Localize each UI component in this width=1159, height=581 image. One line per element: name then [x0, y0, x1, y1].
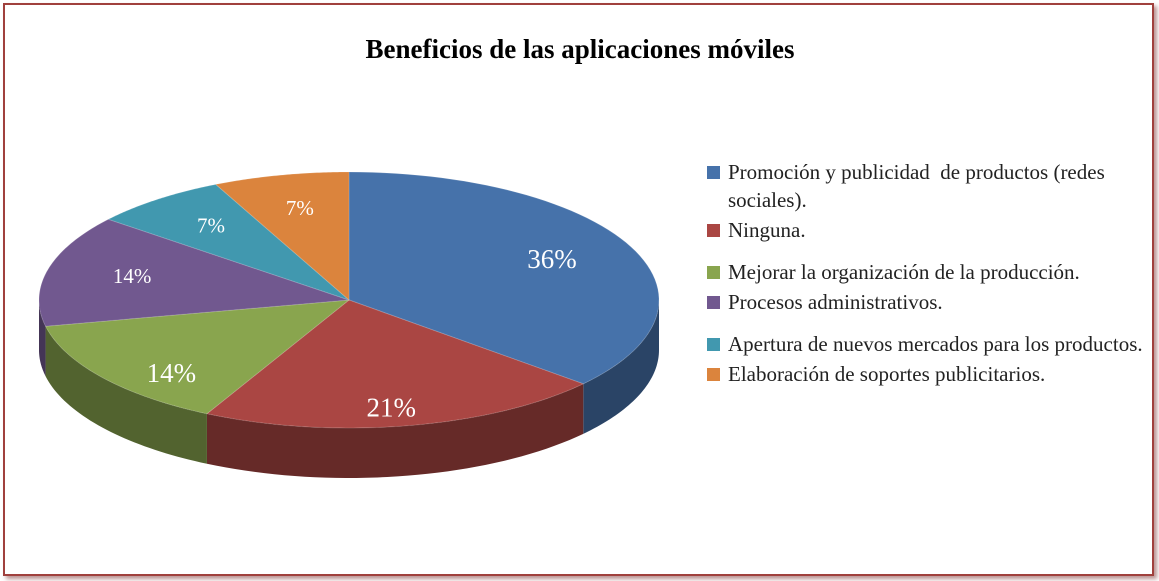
- legend-label: Mejorar la organización de la producción…: [728, 260, 1080, 284]
- data-label: 7%: [197, 213, 225, 237]
- legend-item: Promoción y publicidad de productos (red…: [707, 158, 1148, 214]
- data-label: 14%: [147, 358, 197, 388]
- slice-side: [39, 300, 46, 377]
- legend-label: Apertura de nuevos mercados para los pro…: [728, 332, 1143, 356]
- legend-swatch: [707, 166, 720, 179]
- legend-item: Procesos administrativos.: [707, 288, 1148, 316]
- slice: [38, 218, 350, 327]
- legend-label: Procesos administrativos.: [728, 290, 943, 314]
- slice: [348, 171, 660, 385]
- legend-item: Elaboración de soportes publicitarios.: [707, 360, 1148, 388]
- chart-title: Beneficios de las aplicaciones móviles: [366, 34, 795, 64]
- data-label: 7%: [286, 196, 314, 220]
- data-label: 14%: [113, 264, 152, 288]
- legend-swatch: [707, 338, 720, 351]
- legend-label: Ninguna.: [728, 218, 806, 242]
- slice: [205, 299, 585, 429]
- legend-item: Mejorar la organización de la producción…: [707, 258, 1148, 286]
- legend-label: Elaboración de soportes publicitarios.: [728, 362, 1046, 386]
- slice-side: [206, 383, 584, 478]
- legend-item: Ninguna.: [707, 216, 1148, 244]
- slice: [107, 183, 350, 301]
- data-label: 36%: [527, 244, 577, 274]
- legend-item: Apertura de nuevos mercados para los pro…: [707, 330, 1148, 358]
- slice: [44, 299, 351, 415]
- legend-swatch: [707, 224, 720, 237]
- slice: [214, 171, 350, 302]
- legend-swatch: [707, 368, 720, 381]
- slice-side: [583, 300, 659, 434]
- legend-label: Promoción y publicidad de productos (red…: [728, 160, 1110, 212]
- legend: Promoción y publicidad de productos (red…: [707, 158, 1147, 388]
- slice-side: [45, 326, 207, 464]
- legend-swatch: [707, 266, 720, 279]
- data-label: 21%: [366, 393, 416, 423]
- legend-swatch: [707, 296, 720, 309]
